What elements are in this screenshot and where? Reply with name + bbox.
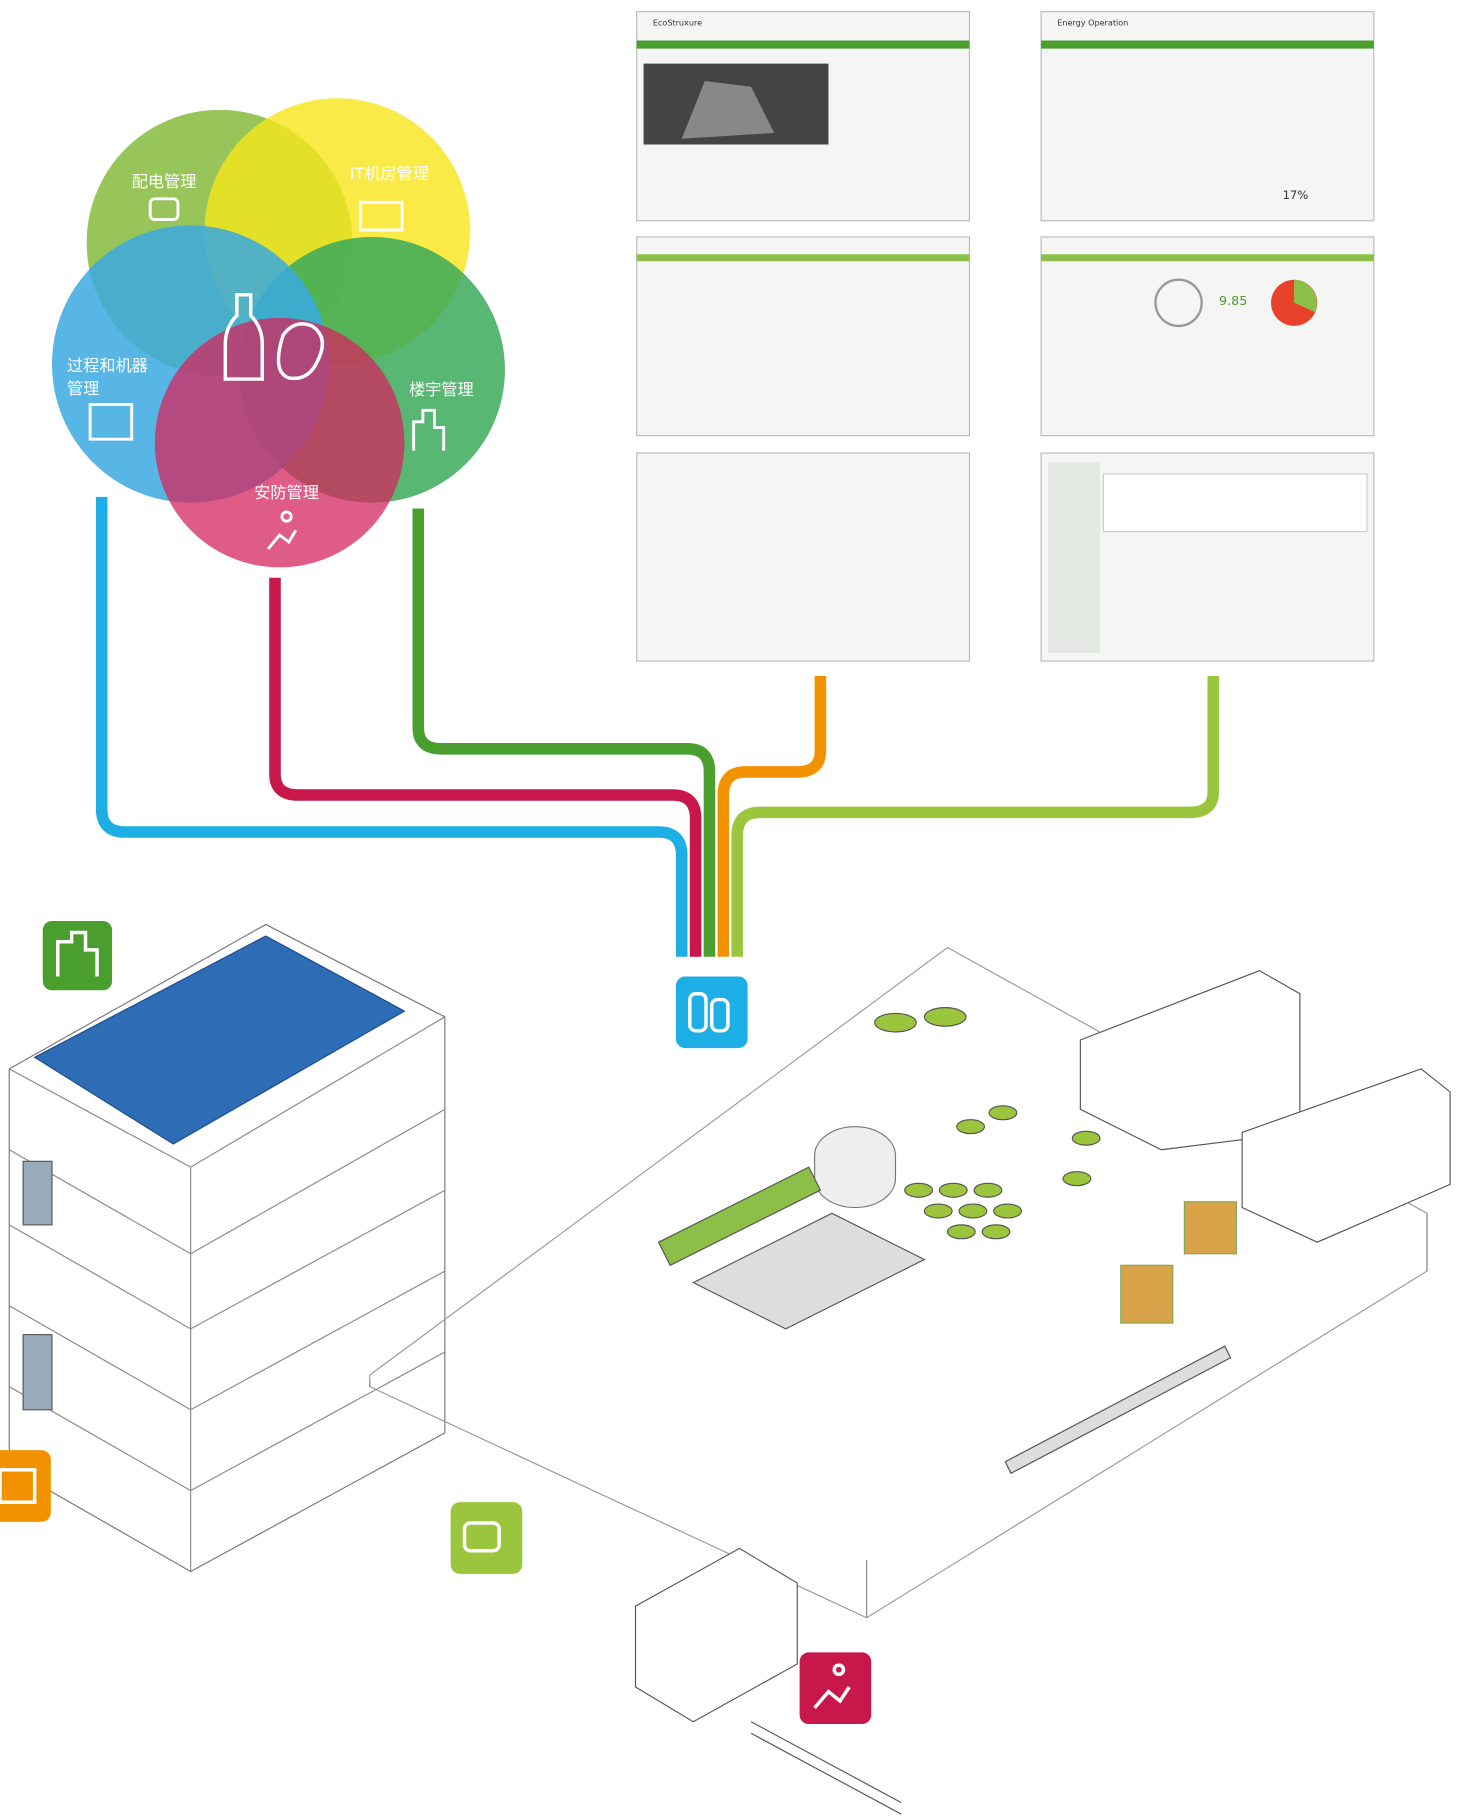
- label: 楼宇管理: [409, 380, 474, 399]
- label: 安防管理: [254, 483, 319, 502]
- dashboard: [1041, 237, 1374, 436]
- label: 管理: [67, 379, 99, 398]
- dashboard: [637, 237, 970, 436]
- label: 配电管理: [132, 172, 197, 191]
- diagram: 配电管理 IT机房管理 过程和机器 管理 楼宇管理 安防管理 EcoStruxu…: [0, 0, 1479, 1820]
- dashboards: EcoStruxure Energy Operation 9.85 17%: [637, 12, 1374, 661]
- readout: 9.85: [1219, 293, 1247, 308]
- label: IT机房管理: [350, 164, 429, 183]
- page: 配电管理 IT机房管理 过程和机器 管理 楼宇管理 安防管理 EcoStruxu…: [0, 0, 1479, 1820]
- label: 过程和机器: [67, 356, 148, 375]
- dashboard: [637, 453, 970, 661]
- venn: 配电管理 IT机房管理 过程和机器 管理 楼宇管理 安防管理: [52, 98, 505, 567]
- dashboard-title: Energy Operation: [1057, 17, 1128, 27]
- dashboard-title: EcoStruxure: [653, 17, 702, 27]
- readout: 17%: [1283, 188, 1309, 202]
- building: [9, 924, 445, 1571]
- factory: [370, 948, 1450, 1815]
